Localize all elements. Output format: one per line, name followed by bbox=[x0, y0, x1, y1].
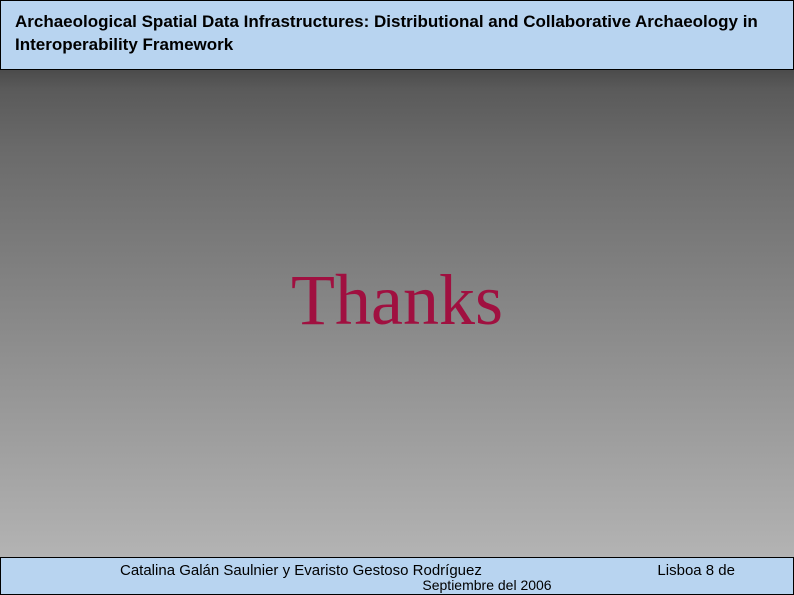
main-content-area: Thanks bbox=[0, 70, 794, 560]
footer-subline: Septiembre del 2006 bbox=[181, 577, 793, 593]
footer-bar: Catalina Galán Saulnier y Evaristo Gesto… bbox=[0, 557, 794, 595]
header-bar: Archaeological Spatial Data Infrastructu… bbox=[0, 0, 794, 70]
slide-container: Archaeological Spatial Data Infrastructu… bbox=[0, 0, 794, 595]
thanks-heading: Thanks bbox=[291, 259, 503, 342]
slide-title: Archaeological Spatial Data Infrastructu… bbox=[15, 11, 779, 57]
